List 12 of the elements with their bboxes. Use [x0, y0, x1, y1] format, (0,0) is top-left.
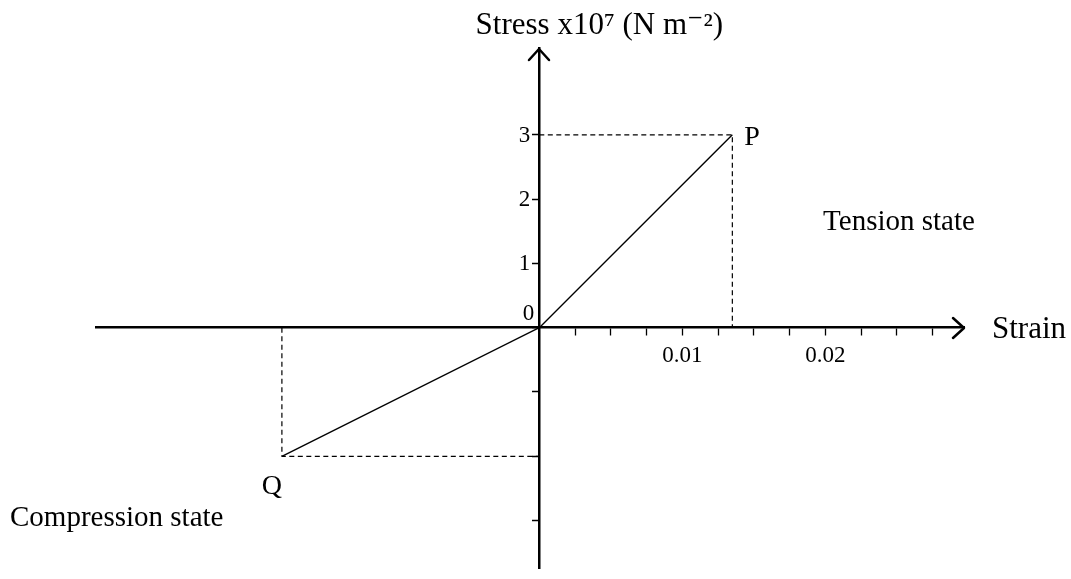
annotation: Tension state	[823, 203, 975, 236]
annotation: Q	[261, 468, 283, 500]
x-tick-label: 0.02	[805, 342, 846, 368]
x-tick-label: 0.01	[662, 342, 703, 368]
y-tick-label: 2	[518, 186, 531, 212]
annotation: Compression state	[10, 499, 224, 532]
y-tick-label: 1	[518, 250, 531, 276]
x-axis-title: Strain	[992, 309, 1067, 345]
y-tick-label: 0	[522, 300, 535, 326]
y-axis-title: Stress x10⁷ (N m⁻²)	[475, 6, 724, 42]
y-tick-label: 3	[518, 121, 531, 147]
annotation: P	[744, 120, 760, 152]
